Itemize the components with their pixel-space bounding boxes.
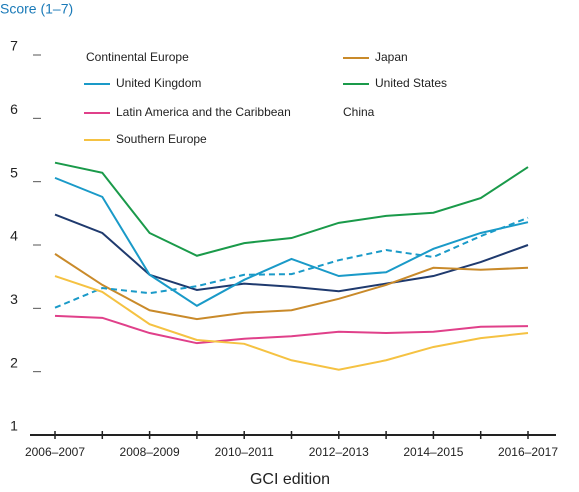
- series-line: [54, 161, 529, 257]
- chart-title: Score (1–7): [0, 1, 73, 17]
- legend-label: Southern Europe: [116, 132, 207, 146]
- x-tick-label: 2008–2009: [120, 445, 180, 459]
- legend-label: China: [343, 105, 375, 119]
- series-line: [54, 216, 529, 309]
- legend-label: Japan: [375, 50, 408, 64]
- y-tick-label: 5: [10, 164, 18, 180]
- series-line: [54, 253, 529, 321]
- x-axis-label: GCI edition: [250, 471, 330, 488]
- x-tick-label: 2014–2015: [403, 445, 463, 459]
- x-tick-label: 2010–2011: [215, 445, 275, 459]
- series-line: [54, 314, 529, 345]
- x-tick-label: 2016–2017: [498, 445, 558, 459]
- y-tick-label: 2: [10, 354, 18, 370]
- x-tick-label: 2006–2007: [25, 445, 85, 459]
- x-tick-label: 2012–2013: [309, 445, 369, 459]
- series-line: [54, 213, 529, 293]
- series-line: [54, 275, 529, 371]
- y-tick-label: 7: [10, 38, 18, 54]
- legend-label: United States: [375, 76, 447, 90]
- legend-label: United Kingdom: [116, 76, 201, 90]
- legend-label: Latin America and the Caribbean: [116, 105, 291, 119]
- y-tick-label: 6: [10, 101, 18, 117]
- series-line: [54, 176, 529, 307]
- y-tick-label: 3: [10, 291, 18, 307]
- y-tick-label: 4: [10, 228, 18, 244]
- legend-label: Continental Europe: [86, 50, 189, 64]
- y-tick-label: 1: [10, 418, 18, 434]
